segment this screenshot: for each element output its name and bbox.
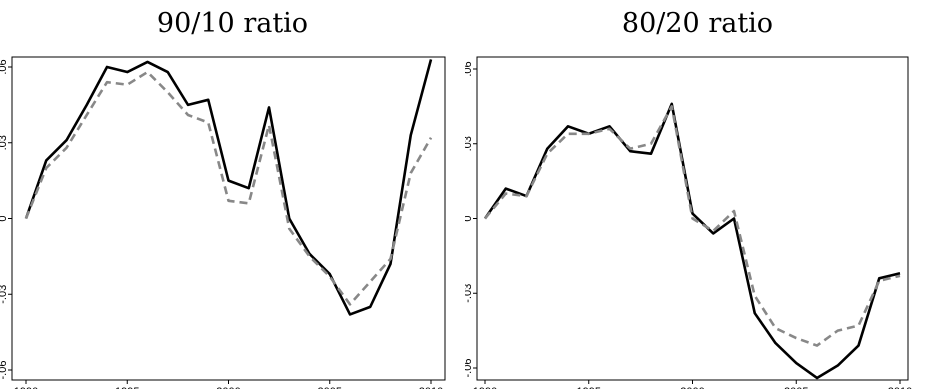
x-tick-label-90-10-4: 2010 [419,386,443,389]
y-tick-label-80-20-0: -.06 [465,359,474,378]
chart-panel-80-20: 80/20 ratio 1990 1995 2000 2005 2010 -.06 -.03… [465,0,930,389]
plot-frame-90-10 [11,56,446,381]
x-tick-label-80-20-1: 1995 [577,386,601,389]
y-tick-label-80-20-1: -.03 [465,284,474,303]
series-line-90-10-dashed [24,70,433,306]
series-line-80-20-dashed [484,105,901,347]
y-tick-label-80-20-2: 0 [465,215,474,221]
x-tick-label-90-10-2: 2000 [216,386,240,389]
y-tick-label-80-20-3: .03 [465,136,474,151]
chart-title-80-20: 80/20 ratio [621,8,774,39]
x-tick-label-90-10-1: 1995 [115,386,139,389]
x-tick-label-90-10-0: 1990 [14,386,38,389]
chart-title-90-10: 90/10 ratio [156,8,309,39]
y-tick-label-90-10-3: .03 [0,135,9,150]
y-tick-label-90-10-1: -.03 [0,285,9,304]
series-line-90-10-solid [24,59,433,316]
y-tick-label-90-10-2: 0 [0,215,9,221]
y-tick-label-80-20-4: .06 [465,61,474,76]
x-tick-label-90-10-3: 2005 [318,386,342,389]
x-tick-label-80-20-2: 2000 [680,386,704,389]
chart-panel-90-10: 90/10 ratio 1990 1995 2000 2005 2010 -.06 -.03… [0,8,446,389]
plot-80-20: 1990 1995 2000 2005 2010 -.06 -.03 0 .03 .06 [465,56,912,389]
x-tick-label-80-20-0: 1990 [473,386,497,389]
series-line-80-20-solid [483,102,901,380]
x-tick-label-80-20-3: 2005 [784,386,808,389]
y-tick-label-90-10-4: .06 [0,59,9,74]
y-tick-label-90-10-0: -.06 [0,361,9,380]
plot-90-10: 1990 1995 2000 2005 2010 -.06 -.03 0 .03 .06 [0,56,446,389]
x-tick-label-80-20-4: 2010 [888,386,912,389]
